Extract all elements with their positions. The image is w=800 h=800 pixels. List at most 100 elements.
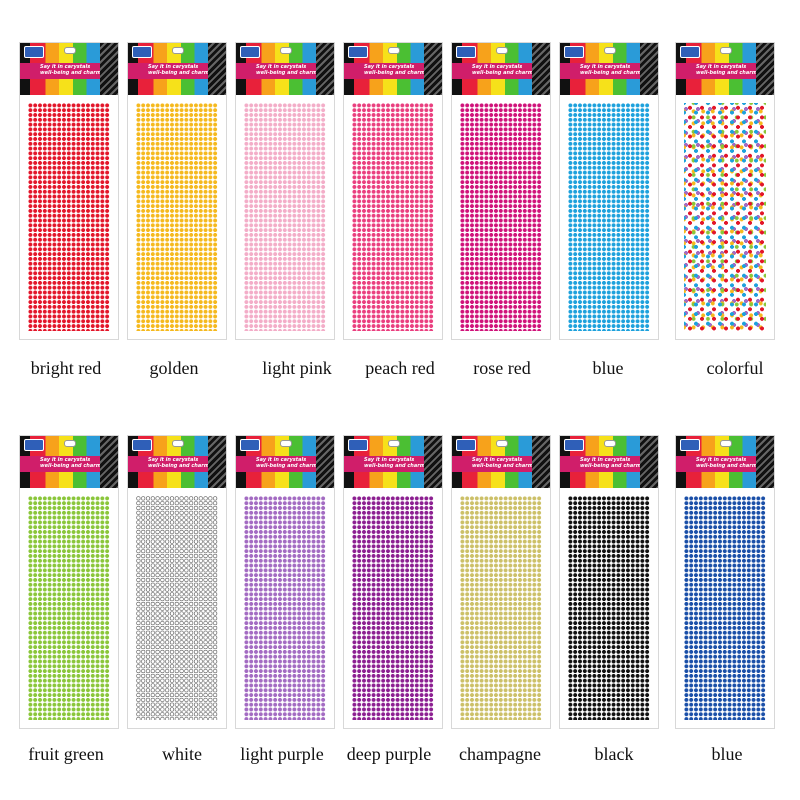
header-decoration (640, 43, 658, 95)
sticker-card-rose-red: Say it in carystals well-being and charm… (451, 42, 551, 340)
brand-logo (132, 439, 152, 451)
card-header: Say it in carystals well-being and charm… (676, 43, 774, 95)
card-header: Say it in carystals well-being and charm… (20, 43, 118, 95)
card-tagline: Say it in carystals well-being and charm… (148, 457, 221, 469)
color-label-light-pink: light pink (262, 358, 332, 378)
dot-sheet (244, 103, 326, 331)
color-label-colorful: colorful (706, 358, 764, 378)
dot-sheet (28, 103, 110, 331)
card-header: Say it in carystals well-being and charm… (128, 436, 226, 488)
card-header: Say it in carystals well-being and charm… (236, 436, 334, 488)
color-label-black: black (594, 744, 634, 764)
header-decoration (208, 43, 226, 95)
hang-hole (604, 47, 616, 54)
header-band (128, 63, 210, 79)
dot-sheet (684, 496, 766, 720)
sticker-card-white: Say it in carystals well-being and charm… (127, 435, 227, 729)
header-band (20, 63, 102, 79)
dot-sheet (244, 496, 326, 720)
hang-hole (280, 47, 292, 54)
brand-logo (132, 46, 152, 58)
sticker-card-light-pink: Say it in carystals well-being and charm… (235, 42, 335, 340)
hang-hole (720, 47, 732, 54)
sticker-card-deep-purple: Say it in carystals well-being and charm… (343, 435, 443, 729)
card-tagline: Say it in carystals well-being and charm… (364, 457, 437, 469)
color-label-dark-blue: blue (711, 744, 743, 764)
sticker-card-colorful: Say it in carystals well-being and charm… (675, 42, 775, 340)
header-band (20, 456, 102, 472)
sticker-card-dark-blue: Say it in carystals well-being and charm… (675, 435, 775, 729)
hang-hole (172, 47, 184, 54)
brand-logo (348, 46, 368, 58)
card-header: Say it in carystals well-being and charm… (344, 436, 442, 488)
hang-hole (496, 47, 508, 54)
header-band (560, 456, 642, 472)
brand-logo (456, 439, 476, 451)
color-label-bright-red: bright red (30, 358, 102, 378)
brand-logo (564, 439, 584, 451)
dot-sheet (352, 496, 434, 720)
header-decoration (316, 43, 334, 95)
brand-logo (680, 439, 700, 451)
hang-hole (496, 440, 508, 447)
hang-hole (172, 440, 184, 447)
dot-sheet (28, 496, 110, 720)
card-tagline: Say it in carystals well-being and charm… (580, 64, 653, 76)
card-tagline: Say it in carystals well-being and charm… (472, 457, 545, 469)
sticker-card-light-purple: Say it in carystals well-being and charm… (235, 435, 335, 729)
card-header: Say it in carystals well-being and charm… (560, 43, 658, 95)
header-decoration (424, 43, 442, 95)
color-label-rose-red: rose red (473, 358, 531, 378)
card-tagline: Say it in carystals well-being and charm… (580, 457, 653, 469)
color-label-deep-purple: deep purple (346, 744, 432, 764)
header-band (676, 456, 758, 472)
color-label-golden: golden (149, 358, 199, 378)
brand-logo (24, 46, 44, 58)
brand-logo (348, 439, 368, 451)
header-decoration (208, 436, 226, 488)
hang-hole (280, 440, 292, 447)
hang-hole (604, 440, 616, 447)
color-label-white: white (162, 744, 202, 764)
card-tagline: Say it in carystals well-being and charm… (696, 457, 769, 469)
sticker-card-peach-red: Say it in carystals well-being and charm… (343, 42, 443, 340)
dot-sheet (352, 103, 434, 331)
header-band (236, 63, 318, 79)
hang-hole (388, 440, 400, 447)
header-decoration (756, 43, 774, 95)
color-label-peach-red: peach red (365, 358, 435, 378)
card-header: Say it in carystals well-being and charm… (128, 43, 226, 95)
hang-hole (64, 47, 76, 54)
card-tagline: Say it in carystals well-being and charm… (40, 64, 113, 76)
card-tagline: Say it in carystals well-being and charm… (472, 64, 545, 76)
card-header: Say it in carystals well-being and charm… (676, 436, 774, 488)
dot-sheet (568, 103, 650, 331)
dot-sheet (684, 103, 766, 331)
header-decoration (100, 436, 118, 488)
header-decoration (424, 436, 442, 488)
brand-logo (24, 439, 44, 451)
sticker-card-fruit-green: Say it in carystals well-being and charm… (19, 435, 119, 729)
sticker-card-champagne: Say it in carystals well-being and charm… (451, 435, 551, 729)
card-header: Say it in carystals well-being and charm… (560, 436, 658, 488)
card-tagline: Say it in carystals well-being and charm… (148, 64, 221, 76)
brand-logo (240, 439, 260, 451)
header-decoration (316, 436, 334, 488)
card-header: Say it in carystals well-being and charm… (452, 43, 550, 95)
dot-sheet (460, 103, 542, 331)
color-label-blue: blue (592, 358, 624, 378)
header-band (676, 63, 758, 79)
card-header: Say it in carystals well-being and charm… (20, 436, 118, 488)
hang-hole (388, 47, 400, 54)
header-decoration (532, 436, 550, 488)
color-label-light-purple: light purple (240, 744, 324, 764)
color-label-champagne: champagne (459, 744, 541, 764)
sticker-card-golden: Say it in carystals well-being and charm… (127, 42, 227, 340)
sticker-card-blue: Say it in carystals well-being and charm… (559, 42, 659, 340)
card-tagline: Say it in carystals well-being and charm… (364, 64, 437, 76)
card-tagline: Say it in carystals well-being and charm… (40, 457, 113, 469)
sticker-card-bright-red: Say it in carystals well-being and charm… (19, 42, 119, 340)
color-label-fruit-green: fruit green (28, 744, 104, 764)
dot-sheet (136, 103, 218, 331)
header-band (452, 456, 534, 472)
